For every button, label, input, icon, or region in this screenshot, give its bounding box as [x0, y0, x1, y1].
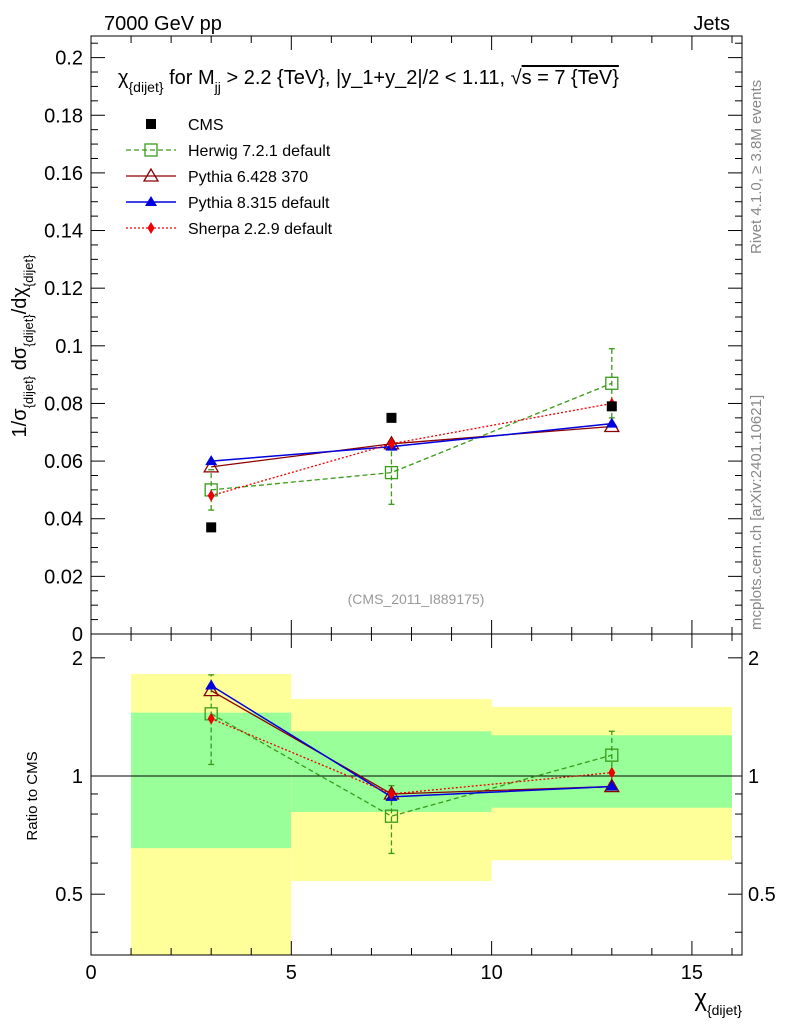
reference-label: (CMS_2011_I889175)	[348, 591, 485, 607]
main-herwig-point	[384, 465, 399, 480]
legend-label-cms: CMS	[188, 117, 224, 134]
ratio-ytick-label: 1	[72, 766, 83, 788]
mcplots-label: mcplots.cern.ch [arXiv:2401.10621]	[748, 395, 765, 630]
chart-title: χ{dijet} for Mjj > 2.2 {TeV}, |y_1+y_2|/…	[118, 67, 619, 95]
main-ytick-label: 0.06	[44, 451, 83, 473]
header-left: 7000 GeV pp	[104, 13, 222, 35]
main-ytick-label: 0.08	[44, 393, 83, 415]
main-herwig-point	[605, 376, 619, 390]
legend-label-herwig: Herwig 7.2.1 default	[188, 143, 331, 160]
ratio-xtick-label: 0	[85, 962, 96, 984]
main-ytick-label: 0	[72, 624, 83, 646]
main-pythia8-point	[205, 455, 218, 466]
main-pythia6-line	[211, 425, 612, 468]
legend-marker-pythia6	[142, 167, 160, 182]
ratio-ytick-label-right: 0.5	[748, 884, 776, 906]
ratio-herwig-point	[384, 809, 399, 823]
ratio-pythia8-point	[205, 679, 218, 690]
legend-marker-cms	[146, 119, 156, 129]
ratio-pythia6-point	[603, 778, 620, 793]
ratio-ytick-label: 0.5	[55, 884, 83, 906]
ratio-xtick-label: 10	[480, 962, 502, 984]
ratio-band-inner-0	[131, 712, 292, 849]
ratio-xtick-label: 15	[681, 962, 703, 984]
main-ytick-label: 0.14	[44, 221, 83, 243]
chart-marks: 0 0.02 0.04 0.06 0.08 0.1 0.12 0.14 0.16 0.18 0.2 0…	[44, 35, 776, 984]
main-cms-point	[606, 401, 617, 412]
main-ytick-label: 0.02	[44, 566, 83, 588]
ratio-y-axis-label: Ratio to CMS	[24, 751, 41, 840]
ratio-sherpa-point	[608, 766, 616, 779]
main-sherpa-point	[387, 437, 395, 450]
header-right: Jets	[693, 13, 730, 35]
main-y-axis-label: 1/σ{dijet} dσ{dijet}/dχ{dijet}	[9, 254, 36, 438]
ratio-xtick-label: 5	[286, 962, 297, 984]
legend-marker-pythia8	[145, 196, 157, 206]
ratio-herwig-point	[605, 748, 619, 762]
main-ytick-label: 0.2	[55, 48, 83, 70]
main-pythia8-point	[605, 417, 618, 428]
main-ytick-label: 0.12	[44, 278, 83, 300]
ratio-ytick-label-right: 1	[748, 766, 759, 788]
legend-marker-sherpa	[147, 222, 155, 234]
legend-label-pythia6: Pythia 6.428 370	[188, 169, 308, 186]
main-sherpa-point	[207, 489, 215, 502]
ratio-pythia8-point	[605, 780, 618, 791]
main-pythia6-point	[203, 458, 220, 473]
ratio-frame	[90, 633, 743, 956]
main-ytick-label: 0.04	[44, 509, 83, 531]
main-cms-point	[206, 522, 217, 533]
main-sherpa-line	[211, 402, 612, 497]
ratio-sherpa-point	[387, 787, 395, 800]
main-ytick-label: 0.16	[44, 163, 83, 185]
main-cms-point	[386, 412, 397, 423]
ratio-sherpa-line	[210, 718, 612, 795]
x-axis-label: χ{dijet}	[694, 985, 742, 1018]
main-herwig-line	[211, 382, 613, 491]
ratio-pythia6-point	[203, 682, 220, 697]
rivet-label: Rivet 4.1.0, ≥ 3.8M events	[748, 80, 765, 254]
legend-label-pythia8: Pythia 8.315 default	[188, 195, 330, 212]
ratio-ytick-label-right: 2	[748, 648, 759, 670]
ratio-sherpa-point	[207, 712, 215, 725]
legend-label-sherpa: Sherpa 2.2.9 default	[188, 221, 333, 238]
main-ytick-label: 0.1	[55, 336, 83, 358]
main-ytick-label: 0.18	[44, 105, 83, 127]
legend-marker-herwig	[144, 143, 158, 157]
ratio-ytick-label: 2	[72, 648, 83, 670]
